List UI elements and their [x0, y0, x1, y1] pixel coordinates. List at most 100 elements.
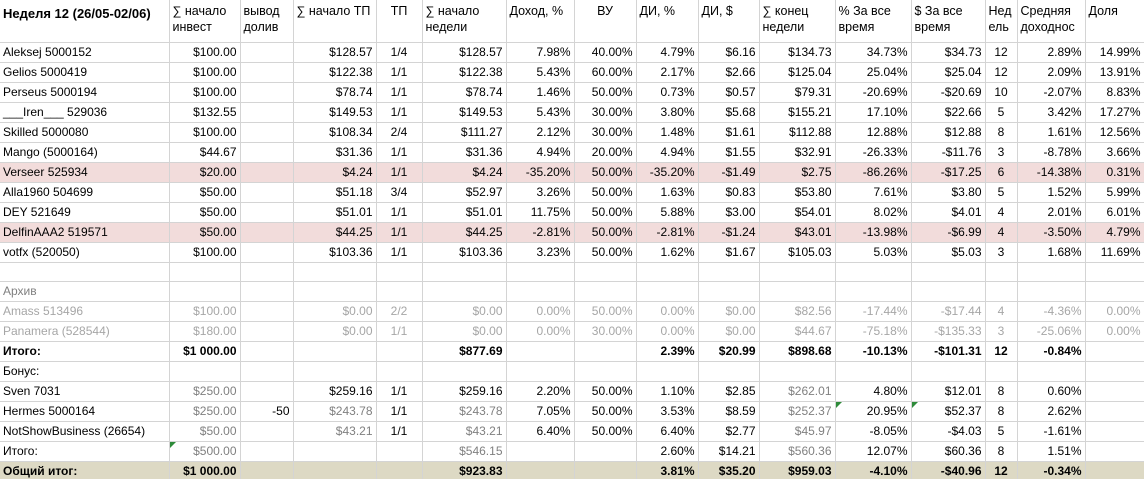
- cell-alltime-pct[interactable]: 12.88%: [835, 122, 912, 143]
- cell-start-tp[interactable]: $51.18: [293, 182, 377, 203]
- cell-vu[interactable]: [574, 281, 637, 302]
- cell-di-usd[interactable]: $1.55: [698, 142, 760, 163]
- cell-start-invest[interactable]: $1 000.00: [169, 341, 241, 362]
- cell-alltime-pct[interactable]: [835, 361, 912, 382]
- cell-start-invest[interactable]: [169, 361, 241, 382]
- cell-start-tp[interactable]: [293, 341, 377, 362]
- cell-alltime-pct[interactable]: -86.26%: [835, 162, 912, 183]
- cell-di-usd[interactable]: [698, 361, 760, 382]
- cell-week-start[interactable]: $51.01: [422, 202, 507, 223]
- cell-di-usd[interactable]: $5.68: [698, 102, 760, 123]
- cell-start-tp[interactable]: $43.21: [293, 421, 377, 442]
- cell-start-tp[interactable]: $78.74: [293, 82, 377, 103]
- cell-weeks[interactable]: [985, 281, 1018, 302]
- cell-withdraw-deposit[interactable]: [240, 62, 294, 83]
- cell-income-pct[interactable]: [506, 262, 575, 282]
- cell-di-usd[interactable]: $3.00: [698, 202, 760, 223]
- cell-di-pct[interactable]: 4.79%: [636, 42, 699, 63]
- cell-avg-return[interactable]: 1.68%: [1017, 242, 1086, 263]
- cell-share[interactable]: [1085, 341, 1144, 362]
- cell-di-pct[interactable]: [636, 281, 699, 302]
- cell-start-invest[interactable]: $100.00: [169, 242, 241, 263]
- cell-start-tp[interactable]: $0.00: [293, 321, 377, 342]
- cell-avg-return[interactable]: -2.07%: [1017, 82, 1086, 103]
- cell-weeks[interactable]: 10: [985, 82, 1018, 103]
- cell-alltime-usd[interactable]: -$11.76: [911, 142, 986, 163]
- cell-start-invest[interactable]: $180.00: [169, 321, 241, 342]
- cell-participant[interactable]: Итого:: [0, 341, 170, 362]
- cell-alltime-usd[interactable]: -$6.99: [911, 222, 986, 243]
- cell-di-pct[interactable]: 1.62%: [636, 242, 699, 263]
- cell-di-usd[interactable]: $2.66: [698, 62, 760, 83]
- cell-participant[interactable]: NotShowBusiness (26654): [0, 421, 170, 442]
- cell-di-pct[interactable]: 2.60%: [636, 441, 699, 462]
- cell-withdraw-deposit[interactable]: [240, 421, 294, 442]
- cell-share[interactable]: 0.00%: [1085, 321, 1144, 342]
- cell-week-end[interactable]: $560.36: [759, 441, 836, 462]
- cell-alltime-pct[interactable]: 34.73%: [835, 42, 912, 63]
- cell-vu[interactable]: 30.00%: [574, 122, 637, 143]
- cell-alltime-usd[interactable]: $25.04: [911, 62, 986, 83]
- cell-di-pct[interactable]: 1.63%: [636, 182, 699, 203]
- cell-start-tp[interactable]: $259.16: [293, 381, 377, 402]
- cell-week-end[interactable]: $43.01: [759, 222, 836, 243]
- cell-tp[interactable]: 1/1: [376, 222, 423, 243]
- cell-week-end[interactable]: $45.97: [759, 421, 836, 442]
- cell-weeks[interactable]: 4: [985, 222, 1018, 243]
- cell-withdraw-deposit[interactable]: [240, 222, 294, 243]
- cell-weeks[interactable]: 5: [985, 102, 1018, 123]
- cell-tp[interactable]: 1/1: [376, 401, 423, 422]
- cell-withdraw-deposit[interactable]: [240, 341, 294, 362]
- cell-di-usd[interactable]: ДИ, $: [698, 0, 760, 43]
- cell-week-start[interactable]: [422, 281, 507, 302]
- cell-weeks[interactable]: 8: [985, 381, 1018, 402]
- cell-tp[interactable]: [376, 341, 423, 362]
- cell-income-pct[interactable]: 4.94%: [506, 142, 575, 163]
- cell-week-end[interactable]: $155.21: [759, 102, 836, 123]
- cell-di-usd[interactable]: $0.00: [698, 321, 760, 342]
- cell-alltime-usd[interactable]: $34.73: [911, 42, 986, 63]
- cell-avg-return[interactable]: -25.06%: [1017, 321, 1086, 342]
- cell-alltime-usd[interactable]: $5.03: [911, 242, 986, 263]
- cell-alltime-pct[interactable]: [835, 281, 912, 302]
- cell-di-usd[interactable]: $14.21: [698, 441, 760, 462]
- cell-alltime-pct[interactable]: 7.61%: [835, 182, 912, 203]
- cell-alltime-usd[interactable]: $52.37: [911, 401, 986, 422]
- cell-tp[interactable]: [376, 441, 423, 462]
- cell-participant[interactable]: DEY 521649: [0, 202, 170, 223]
- cell-vu[interactable]: 60.00%: [574, 62, 637, 83]
- cell-alltime-pct[interactable]: -13.98%: [835, 222, 912, 243]
- cell-di-pct[interactable]: 3.53%: [636, 401, 699, 422]
- cell-income-pct[interactable]: Доход, %: [506, 0, 575, 43]
- cell-weeks[interactable]: Нед ель: [985, 0, 1018, 43]
- cell-alltime-usd[interactable]: $60.36: [911, 441, 986, 462]
- cell-share[interactable]: [1085, 421, 1144, 442]
- cell-start-tp[interactable]: [293, 361, 377, 382]
- cell-start-tp[interactable]: $149.53: [293, 102, 377, 123]
- cell-vu[interactable]: 50.00%: [574, 301, 637, 322]
- cell-alltime-usd[interactable]: $4.01: [911, 202, 986, 223]
- cell-weeks[interactable]: 6: [985, 162, 1018, 183]
- cell-tp[interactable]: 1/1: [376, 381, 423, 402]
- cell-di-pct[interactable]: 1.48%: [636, 122, 699, 143]
- cell-alltime-usd[interactable]: $3.80: [911, 182, 986, 203]
- cell-di-usd[interactable]: $6.16: [698, 42, 760, 63]
- cell-alltime-usd[interactable]: -$20.69: [911, 82, 986, 103]
- cell-avg-return[interactable]: -0.34%: [1017, 461, 1086, 479]
- cell-start-tp[interactable]: $122.38: [293, 62, 377, 83]
- cell-alltime-usd[interactable]: -$17.25: [911, 162, 986, 183]
- cell-income-pct[interactable]: 3.26%: [506, 182, 575, 203]
- cell-weeks[interactable]: 12: [985, 341, 1018, 362]
- cell-di-usd[interactable]: $35.20: [698, 461, 760, 479]
- cell-participant[interactable]: [0, 262, 170, 282]
- cell-di-pct[interactable]: 0.00%: [636, 321, 699, 342]
- cell-withdraw-deposit[interactable]: [240, 301, 294, 322]
- cell-week-start[interactable]: $149.53: [422, 102, 507, 123]
- cell-vu[interactable]: 50.00%: [574, 242, 637, 263]
- cell-avg-return[interactable]: -8.78%: [1017, 142, 1086, 163]
- cell-participant[interactable]: Sven 7031: [0, 381, 170, 402]
- cell-week-start[interactable]: $243.78: [422, 401, 507, 422]
- cell-avg-return[interactable]: 1.51%: [1017, 441, 1086, 462]
- cell-di-usd[interactable]: $1.61: [698, 122, 760, 143]
- cell-tp[interactable]: [376, 262, 423, 282]
